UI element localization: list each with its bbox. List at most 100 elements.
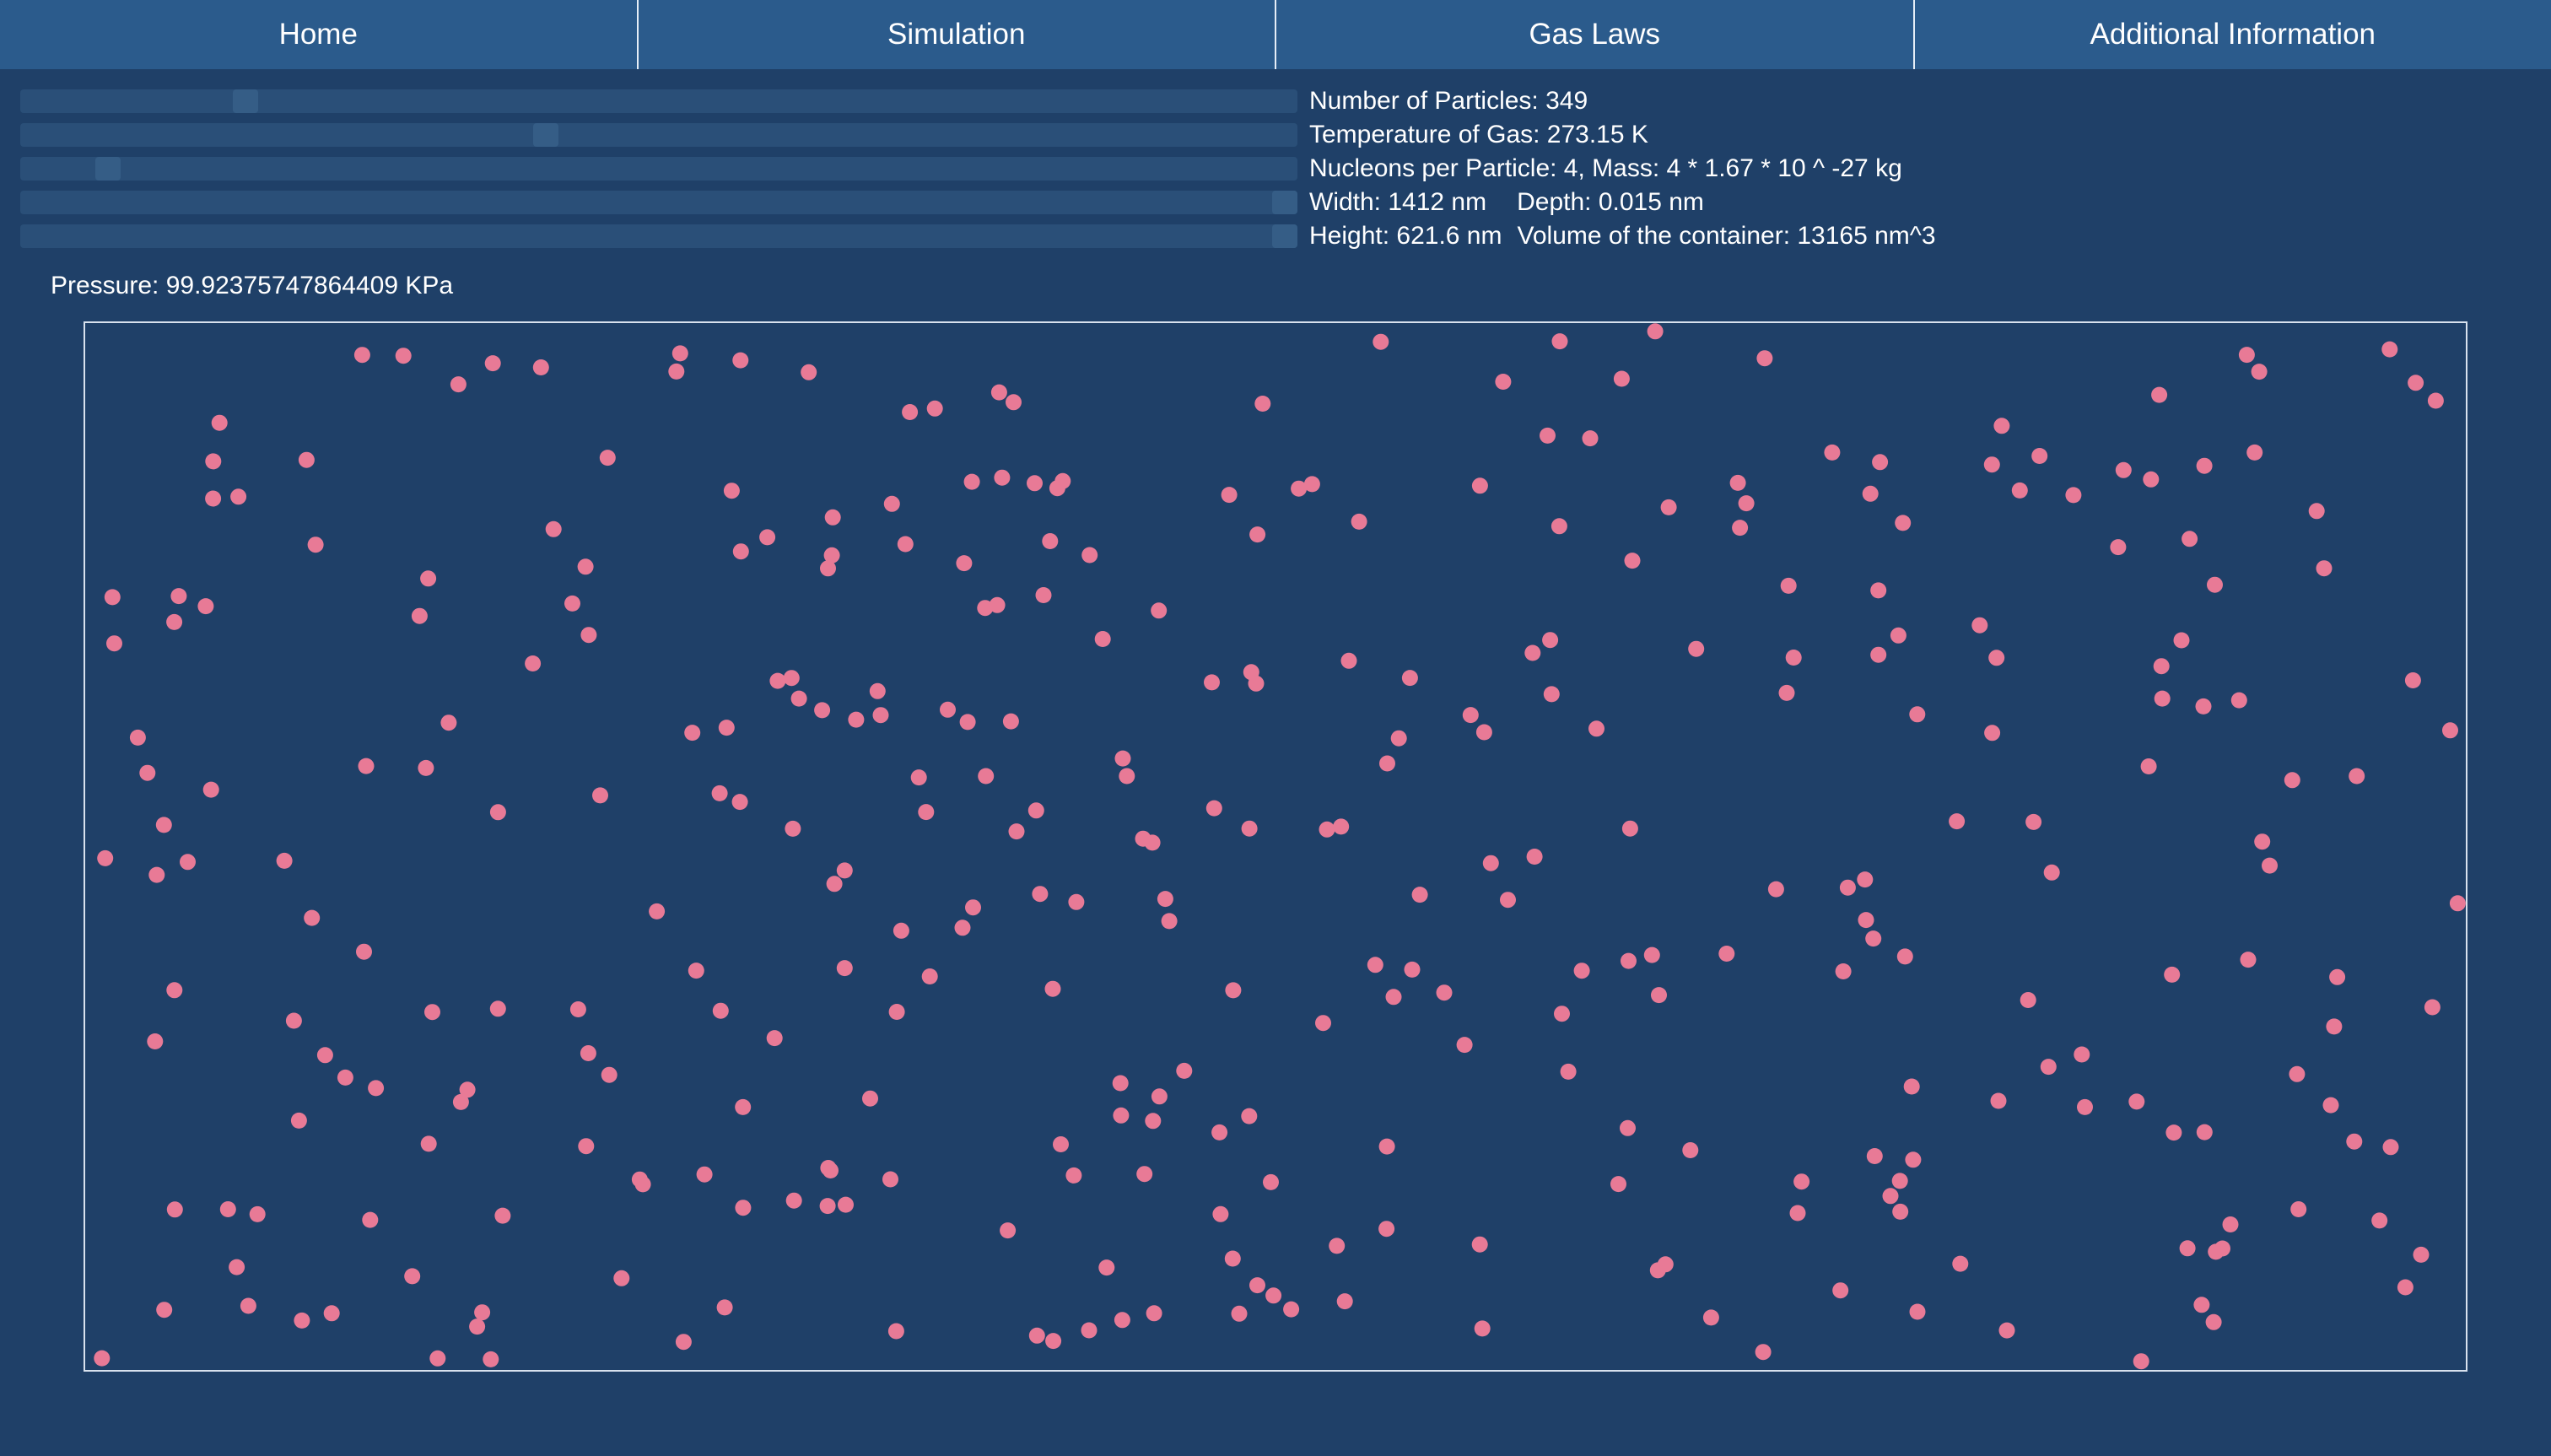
gas-particle [1526,849,1543,865]
gas-particle [2404,672,2421,688]
gas-particle [613,1270,630,1286]
gas-particle [1249,526,1266,543]
gas-particle [1903,1078,1920,1095]
gas-particle [785,820,801,837]
gas-particle [1113,1107,1130,1124]
gas-particle [2173,632,2190,649]
width-slider-thumb[interactable] [1272,191,1297,214]
gas-particle [1157,891,1173,908]
gas-particle [2316,560,2333,577]
gas-particle [978,768,995,785]
gas-particle [1732,520,1749,537]
gas-particle [1647,323,1664,340]
gas-particle [1573,963,1590,979]
gas-particle [688,963,704,979]
tab-simulation[interactable]: Simulation [639,0,1276,69]
particles-slider[interactable] [20,89,1297,113]
gas-particle [2381,341,2398,358]
gas-particle [902,404,919,420]
gas-particle [2246,444,2263,461]
gas-particle [940,701,956,718]
gas-particle [1094,631,1111,647]
height-slider[interactable] [20,224,1297,248]
gas-particle [2382,1139,2399,1156]
gas-particle [483,1351,499,1367]
gas-particle [1161,913,1178,930]
gas-particle [170,588,187,605]
tab-home[interactable]: Home [0,0,639,69]
gas-particle [963,473,980,490]
gas-particle [2251,364,2268,380]
gas-particle [285,1012,302,1029]
gas-particle [1702,1309,1719,1326]
gas-particle [2065,487,2082,504]
gas-particle [1610,1176,1626,1193]
gas-particle [910,769,927,786]
gas-particle [2154,690,2171,707]
temperature-slider[interactable] [20,123,1297,147]
gas-particle [1832,1282,1849,1299]
gas-particle [1378,1138,1395,1155]
gas-particle [1291,480,1308,497]
gas-particle [872,707,889,724]
gas-particle [990,384,1007,401]
gas-particle [1028,1327,1045,1344]
gas-particle [230,488,247,505]
gas-particle [316,1047,333,1064]
gas-particle [926,400,943,417]
gas-particle [732,352,749,369]
gas-particle [1839,879,1856,896]
gas-particle [2179,1240,2196,1257]
gas-particle [1540,427,1556,444]
gas-particle [2308,503,2325,520]
gas-particle [1551,333,1568,350]
tab-gas-laws[interactable]: Gas Laws [1276,0,1915,69]
gas-particle [956,555,973,572]
gas-particle [2442,722,2458,739]
width-slider[interactable] [20,191,1297,214]
gas-particle [290,1112,307,1129]
temperature-slider-thumb[interactable] [533,123,558,147]
gas-particle [1303,476,1320,493]
gas-particle [1000,1222,1017,1239]
gas-particle [1027,475,1043,492]
height-slider-thumb[interactable] [1272,224,1297,248]
gas-particle [1385,989,1402,1006]
nucleons-slider-thumb[interactable] [95,157,121,181]
gas-particle [1098,1259,1115,1276]
tab-additional-information[interactable]: Additional Information [2090,18,2376,51]
gas-particle [148,866,165,883]
gas-particle [2371,1212,2388,1229]
gas-particle [452,1093,469,1110]
gas-particle [1404,961,1421,978]
gas-particle [564,595,580,612]
gas-particle [353,347,370,364]
gas-particle [1990,1092,2007,1109]
nucleons-slider[interactable] [20,157,1297,181]
depth-label: Depth: 0.015 nm [1517,188,1704,216]
gas-particle [1857,871,1874,888]
gas-particle [2262,857,2278,874]
gas-particle [1053,1136,1069,1152]
particles-slider-thumb[interactable] [233,89,258,113]
gas-particle [820,560,836,577]
gas-particle [429,1350,446,1367]
gas-particle [1411,887,1428,903]
gas-particle [1378,1221,1395,1238]
gas-particle [836,862,853,879]
gas-particle [1045,1333,1062,1350]
gas-particle [1081,547,1098,564]
gas-particle [1319,821,1335,838]
height-label: Height: 621.6 nm [1309,222,1502,250]
gas-particle [769,672,786,689]
gas-particle [1780,577,1797,594]
volume-label: Volume of the container: 13165 nm^3 [1517,222,1936,250]
gas-particle [1896,948,1913,965]
gas-particle [580,627,597,644]
gas-particle [2413,1246,2430,1263]
gas-particle [1688,640,1705,657]
gas-particle [156,1302,173,1318]
gas-particle [2408,375,2424,391]
gas-particle [801,364,817,380]
gas-particle [395,348,412,364]
